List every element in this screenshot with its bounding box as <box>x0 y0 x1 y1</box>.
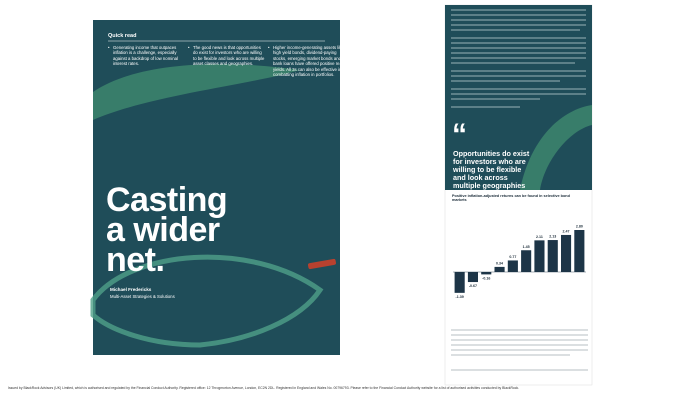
value-label: -1.39 <box>456 295 464 299</box>
value-label: -0.16 <box>482 276 490 280</box>
footer: Issued by BlackRock Advisors (UK) Limite… <box>8 386 520 390</box>
value-label: 1.45 <box>523 245 530 249</box>
title-line: Casting <box>106 181 228 219</box>
bar <box>547 240 558 272</box>
author: Michael Fredericks <box>110 287 152 292</box>
right-page-top <box>445 5 592 190</box>
title-line: a wider <box>106 211 220 249</box>
bullet: Higher income-generating assets like hig… <box>268 45 345 77</box>
bar <box>494 266 505 272</box>
value-label: 2.80 <box>576 225 583 229</box>
title-line: net. <box>106 241 165 279</box>
value-label: 2.11 <box>536 235 543 239</box>
boat <box>308 258 336 270</box>
bar <box>507 260 518 272</box>
bar <box>560 234 572 272</box>
value-label: -0.67 <box>469 284 477 288</box>
value-label: 2.47 <box>563 229 570 233</box>
water-pattern <box>520 105 592 190</box>
chart-title: Positive inflation-adjusted returns can … <box>452 194 570 202</box>
bullet: The good news is that opportunities do e… <box>188 45 265 67</box>
pull-quote: Opportunities do exist for investors who… <box>453 149 530 198</box>
net-ring <box>90 254 324 348</box>
bar <box>481 272 492 275</box>
bar <box>521 250 532 272</box>
water-pattern <box>93 64 300 120</box>
section-label: Quick read <box>108 33 137 39</box>
notes-text-lines <box>451 329 588 371</box>
bar <box>454 272 465 293</box>
value-label: 2.13 <box>549 235 556 239</box>
quote-mark: “ <box>452 118 467 151</box>
author-role: Multi-Asset Strategies & Solutions <box>110 294 175 299</box>
bar <box>467 272 479 283</box>
bar <box>534 240 545 272</box>
body-text-lines <box>451 9 586 108</box>
bar <box>574 230 585 272</box>
value-label: 0.77 <box>509 255 516 259</box>
bullet: Generating income that outpaces inflatio… <box>108 45 185 67</box>
value-label: 0.34 <box>496 261 503 265</box>
